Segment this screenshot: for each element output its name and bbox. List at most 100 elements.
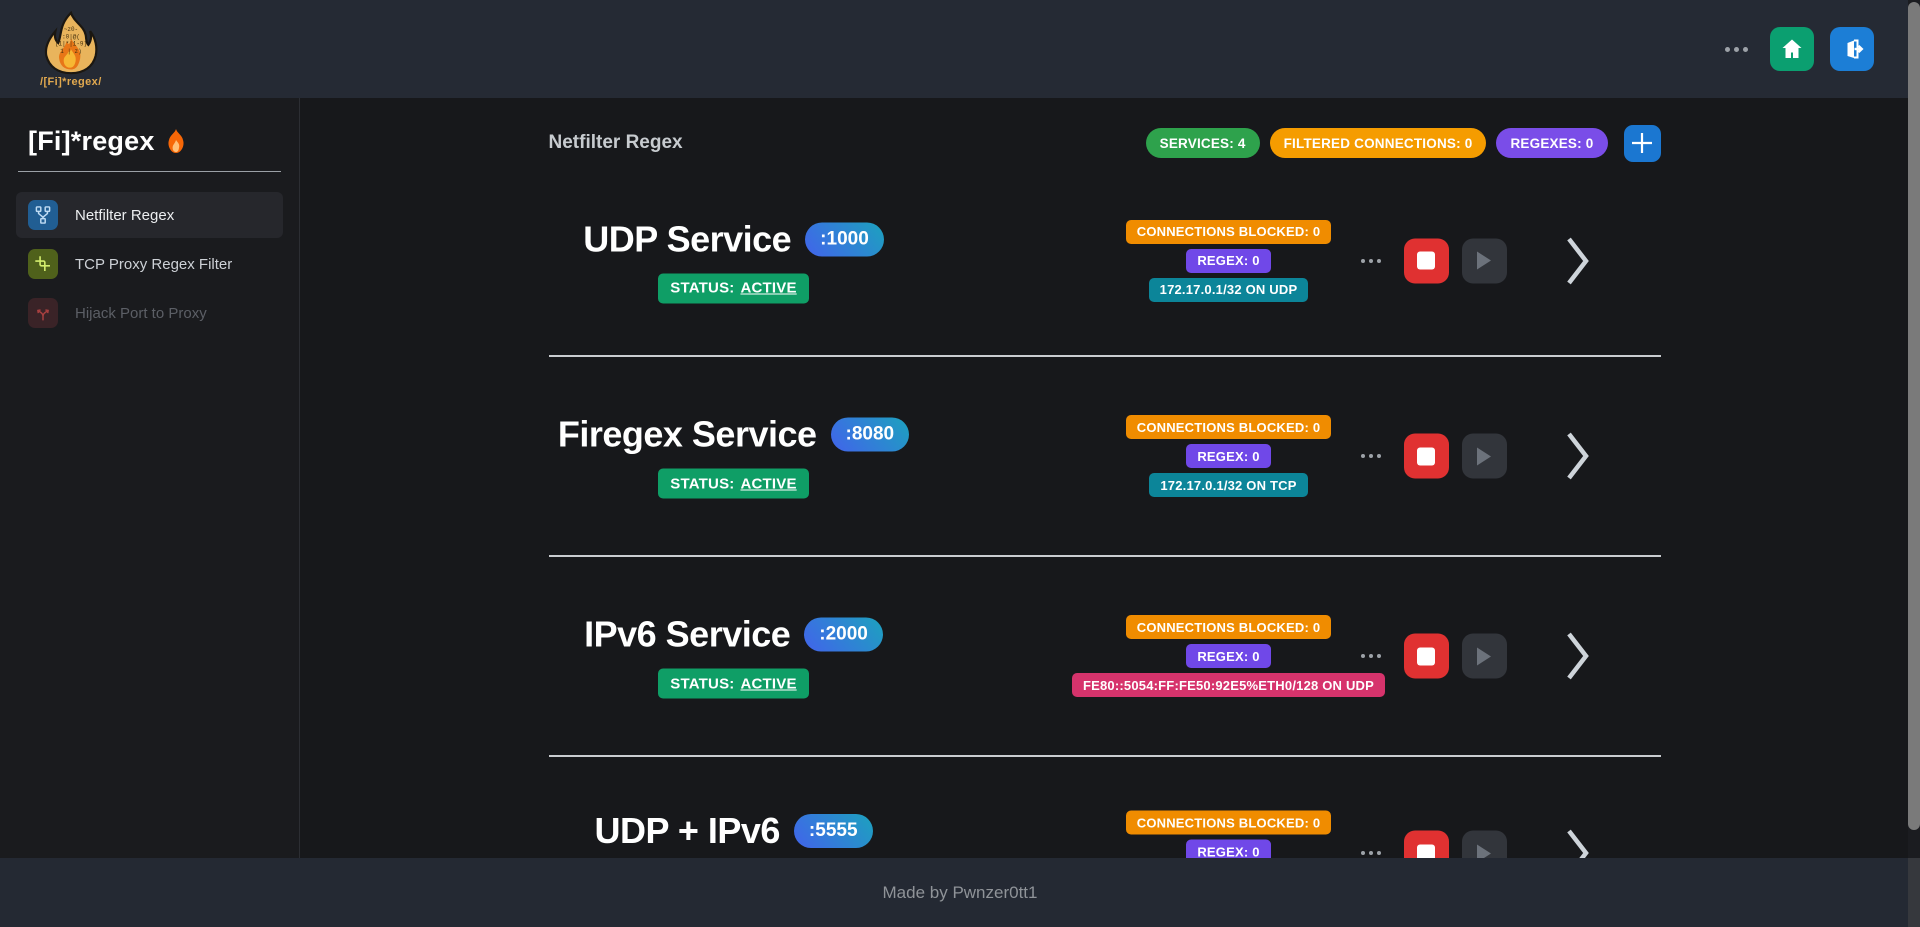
service-summary: Firegex Service :8080 STATUS: ACTIVE xyxy=(549,414,919,499)
start-service-button[interactable] xyxy=(1461,433,1507,479)
connections-blocked-badge: CONNECTIONS BLOCKED: 0 xyxy=(1125,615,1332,639)
sidebar-item-label: TCP Proxy Regex Filter xyxy=(75,255,233,273)
regex-count-badge: REGEX: 0 xyxy=(1186,248,1271,273)
header-menu-dots-icon[interactable] xyxy=(1719,37,1754,62)
service-row-udp-ipv6: UDP + IPv6 :5555 CONNECTIONS BLOCKED: 0 … xyxy=(549,757,1661,858)
regexes-count-badge: REGEXES: 0 xyxy=(1496,128,1608,158)
connections-blocked-badge: CONNECTIONS BLOCKED: 0 xyxy=(1125,810,1332,835)
home-button[interactable] xyxy=(1770,27,1814,71)
connections-blocked-badge: CONNECTIONS BLOCKED: 0 xyxy=(1125,219,1332,244)
service-separator xyxy=(548,355,1661,357)
address-badge: 172.17.0.1/32 ON TCP xyxy=(1149,473,1308,497)
service-summary: IPv6 Service :2000 STATUS: ACTIVE xyxy=(549,614,919,699)
service-port-badge: :1000 xyxy=(805,222,884,256)
open-service-chevron[interactable] xyxy=(1565,234,1591,288)
page-scrollbar xyxy=(1908,0,1920,927)
play-icon xyxy=(1477,844,1491,858)
status-value: ACTIVE xyxy=(740,279,797,297)
regex-count-badge: REGEX: 0 xyxy=(1186,644,1271,668)
service-status-badge[interactable]: STATUS: ACTIVE xyxy=(658,273,809,303)
stop-service-button[interactable] xyxy=(1403,433,1449,479)
service-menu-dots-icon[interactable] xyxy=(1357,843,1385,858)
sidebar-item-tcp-proxy-regex-filter[interactable]: TCP Proxy Regex Filter xyxy=(16,241,283,287)
service-menu-dots-icon[interactable] xyxy=(1357,446,1385,466)
service-row-ipv6-service: IPv6 Service :2000 STATUS: ACTIVE CONNEC… xyxy=(549,557,1661,755)
footer: Made by Pwnzer0tt1 xyxy=(0,858,1920,927)
chevron-right-icon xyxy=(1566,432,1589,480)
status-label: STATUS: xyxy=(670,475,735,492)
service-port-badge: :8080 xyxy=(830,417,910,452)
svg-text:(1|*|1-9): (1|*|1-9) xyxy=(55,40,87,47)
sidebar-divider xyxy=(18,171,281,172)
service-summary: UDP Service :1000 STATUS: ACTIVE xyxy=(549,218,919,303)
summary-badges: SERVICES: 4 FILTERED CONNECTIONS: 0 REGE… xyxy=(1145,124,1661,162)
open-service-chevron[interactable] xyxy=(1565,629,1591,683)
service-name: UDP + IPv6 xyxy=(594,810,780,851)
sidebar-item-netfilter-regex[interactable]: Netfilter Regex xyxy=(16,192,283,238)
service-port-badge: :2000 xyxy=(804,617,883,652)
service-separator xyxy=(548,755,1661,757)
status-value: ACTIVE xyxy=(740,475,797,492)
add-service-button[interactable] xyxy=(1623,124,1661,162)
service-summary: UDP + IPv6 :5555 xyxy=(549,810,919,852)
flame-emoji-icon xyxy=(168,129,184,153)
stop-icon xyxy=(1417,447,1435,465)
split-arrows-icon xyxy=(28,298,58,328)
service-row-udp-service: UDP Service :1000 STATUS: ACTIVE CONNECT… xyxy=(549,166,1661,355)
stop-service-button[interactable] xyxy=(1403,830,1449,858)
sidebar-item-hijack-port-to-proxy[interactable]: Hijack Port to Proxy xyxy=(16,290,283,336)
play-icon xyxy=(1477,447,1491,465)
address-badge: 172.17.0.1/32 ON UDP xyxy=(1148,277,1309,302)
stop-icon xyxy=(1417,844,1435,858)
play-icon xyxy=(1477,647,1491,665)
crop-icon xyxy=(28,249,58,279)
stop-icon xyxy=(1417,647,1435,665)
service-port-badge: :5555 xyxy=(793,814,873,848)
connections-blocked-badge: CONNECTIONS BLOCKED: 0 xyxy=(1125,415,1332,439)
sidebar-nav: Netfilter Regex TCP Proxy Regex Filter xyxy=(16,192,283,336)
sidebar-item-label: Hijack Port to Proxy xyxy=(75,304,207,322)
start-service-button[interactable] xyxy=(1461,633,1507,679)
sidebar-title-text: [Fi]*regex xyxy=(28,126,155,156)
regex-count-badge: REGEX: 0 xyxy=(1186,839,1271,858)
services-count-badge: SERVICES: 4 xyxy=(1145,128,1260,158)
service-name: Firegex Service xyxy=(557,413,817,455)
start-service-button[interactable] xyxy=(1461,830,1507,858)
status-value: ACTIVE xyxy=(740,675,797,692)
service-status-badge[interactable]: STATUS: ACTIVE xyxy=(658,468,809,499)
service-menu-dots-icon[interactable] xyxy=(1357,646,1385,666)
service-separator xyxy=(548,555,1661,557)
status-label: STATUS: xyxy=(670,279,735,297)
svg-text:~z0-: ~z0- xyxy=(64,26,78,33)
flame-logo-icon: ~z0- :0|@( (1|*|1-9) 1 | z) xyxy=(44,10,98,74)
plus-icon xyxy=(1632,133,1652,153)
start-service-button[interactable] xyxy=(1461,238,1507,283)
app-logo[interactable]: ~z0- :0|@( (1|*|1-9) 1 | z) /[Fi]*regex/ xyxy=(40,10,102,88)
logout-door-icon xyxy=(1847,39,1864,59)
service-name: UDP Service xyxy=(583,218,792,259)
footer-credit: Made by Pwnzer0tt1 xyxy=(882,882,1038,902)
logout-button[interactable] xyxy=(1830,27,1874,71)
service-stat-badges: CONNECTIONS BLOCKED: 0 REGEX: 0 xyxy=(1049,810,1409,858)
sidebar: [Fi]*regex N xyxy=(0,98,300,858)
service-stat-badges: CONNECTIONS BLOCKED: 0 REGEX: 0 172.17.0… xyxy=(1049,219,1409,302)
chevron-right-icon xyxy=(1566,829,1589,858)
service-status-badge[interactable]: STATUS: ACTIVE xyxy=(658,668,809,699)
open-service-chevron[interactable] xyxy=(1565,826,1591,858)
service-menu-dots-icon[interactable] xyxy=(1357,251,1385,271)
open-service-chevron[interactable] xyxy=(1565,429,1591,483)
address-badge: FE80::5054:FF:FE50:92E5%ETH0/128 ON UDP xyxy=(1071,673,1385,697)
service-stat-badges: CONNECTIONS BLOCKED: 0 REGEX: 0 172.17.0… xyxy=(1049,415,1409,497)
status-label: STATUS: xyxy=(670,675,735,692)
scrollbar-track-footer xyxy=(1908,858,1920,927)
play-icon xyxy=(1477,251,1491,270)
top-bar-actions xyxy=(1719,27,1874,71)
main-content: Netfilter Regex SERVICES: 4 FILTERED CON… xyxy=(301,98,1908,858)
stop-service-button[interactable] xyxy=(1403,238,1449,283)
network-fork-icon xyxy=(28,200,58,230)
stop-service-button[interactable] xyxy=(1403,633,1449,679)
logo-caption: /[Fi]*regex/ xyxy=(40,75,102,88)
scrollbar-thumb[interactable] xyxy=(1908,2,1920,830)
chevron-right-icon xyxy=(1566,632,1589,680)
